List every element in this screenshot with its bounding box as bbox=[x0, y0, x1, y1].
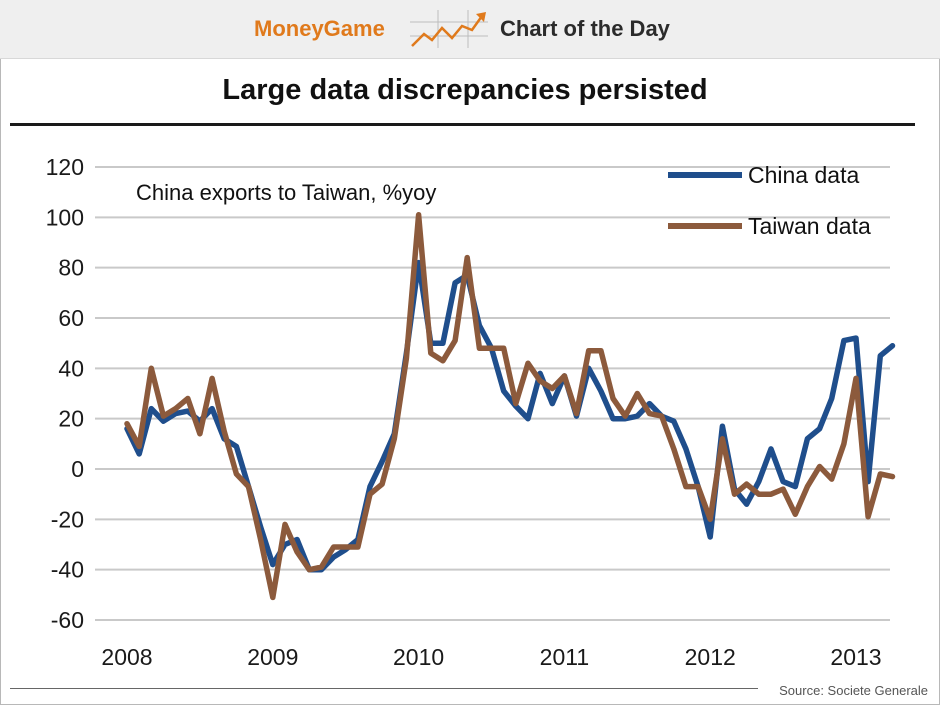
source-note: Source: Societe Generale bbox=[779, 683, 928, 698]
legend-label: China data bbox=[748, 162, 859, 188]
legend-label: Taiwan data bbox=[748, 213, 871, 239]
y-tick-label: 60 bbox=[58, 305, 84, 331]
x-tick-label: 2008 bbox=[101, 644, 152, 670]
y-tick-label: -20 bbox=[51, 506, 84, 532]
title-rule bbox=[10, 123, 915, 126]
trend-chart-icon bbox=[410, 10, 488, 48]
y-tick-label: 80 bbox=[58, 255, 84, 281]
chart-title: Large data discrepancies persisted bbox=[222, 74, 708, 106]
x-tick-label: 2011 bbox=[540, 644, 589, 670]
x-tick-label: 2012 bbox=[685, 644, 736, 670]
y-tick-label: 120 bbox=[46, 154, 84, 180]
brand-logo[interactable]: MoneyGame bbox=[254, 16, 385, 41]
x-tick-label: 2010 bbox=[393, 644, 444, 670]
chart-of-the-day-label: Chart of the Day bbox=[500, 16, 670, 41]
header-banner: MoneyGame Chart of the Day bbox=[0, 0, 940, 59]
bottom-rule bbox=[10, 688, 758, 689]
y-tick-label: 20 bbox=[58, 406, 84, 432]
x-tick-label: 2013 bbox=[830, 644, 881, 670]
chart-annotation: China exports to Taiwan, %yoy bbox=[136, 180, 436, 205]
series-line-china bbox=[124, 259, 896, 573]
x-tick-label: 2009 bbox=[247, 644, 298, 670]
y-tick-label: -60 bbox=[51, 607, 84, 633]
y-tick-label: 0 bbox=[71, 456, 84, 482]
y-tick-label: 100 bbox=[46, 204, 84, 230]
y-tick-label: -40 bbox=[51, 557, 84, 583]
y-tick-label: 40 bbox=[58, 355, 84, 381]
series-line-taiwan bbox=[124, 212, 896, 601]
